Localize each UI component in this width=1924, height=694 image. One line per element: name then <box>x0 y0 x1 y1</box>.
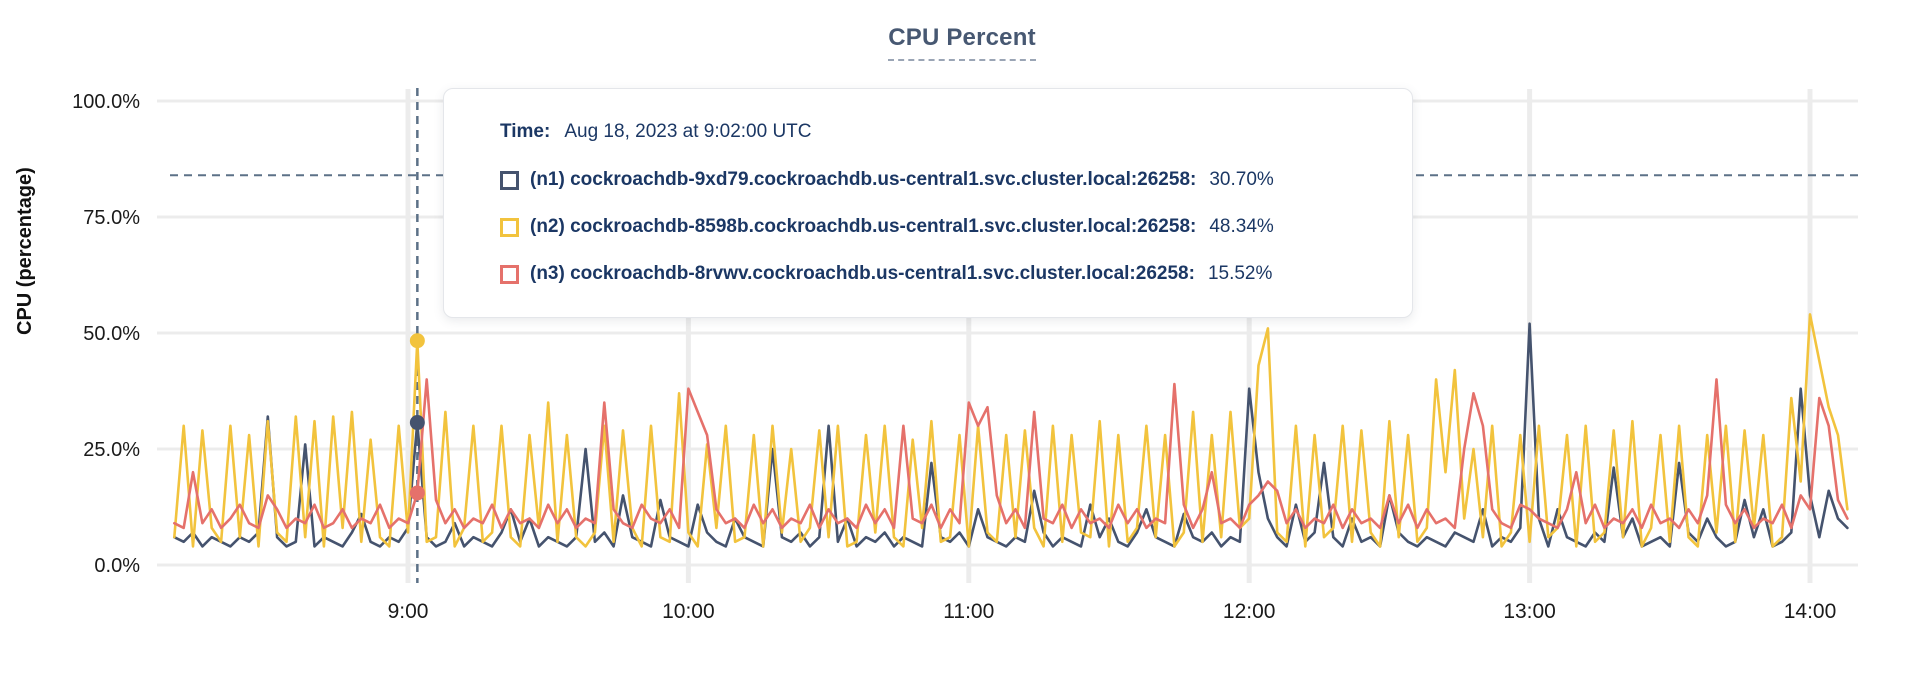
series-line-n2 <box>173 313 1849 548</box>
chart-title-wrap: CPU Percent <box>0 24 1924 61</box>
tooltip-series-rows: (n1) cockroachdb-9xd79.cockroachdb.us-ce… <box>500 169 1382 285</box>
tooltip-time-value: Aug 18, 2023 at 9:02:00 UTC <box>564 121 812 142</box>
series-label: (n3) cockroachdb-8rvwv.cockroachdb.us-ce… <box>530 263 1195 284</box>
series-label: (n1) cockroachdb-9xd79.cockroachdb.us-ce… <box>530 169 1197 190</box>
series-line-n3 <box>173 378 1849 530</box>
series-value: 15.52% <box>1207 263 1273 284</box>
tooltip-time-heading: Time: <box>500 121 551 142</box>
hover-marker-n1 <box>409 415 425 431</box>
x-tick-label: 14:00 <box>1784 600 1837 623</box>
y-tick-label: 100.0% <box>72 91 140 113</box>
chart-title[interactable]: CPU Percent <box>888 24 1036 61</box>
series-swatch-icon <box>500 217 519 237</box>
x-tick-label: 11:00 <box>943 600 994 623</box>
series-swatch-icon <box>500 264 519 284</box>
hover-tooltip: Time: Aug 18, 2023 at 9:02:00 UTC (n1) co… <box>443 88 1413 318</box>
x-tick-label: 9:00 <box>388 600 429 623</box>
tooltip-row-n3: (n3) cockroachdb-8rvwv.cockroachdb.us-ce… <box>500 263 1382 285</box>
tooltip-time-row: Time: Aug 18, 2023 at 9:02:00 UTC <box>500 121 1382 143</box>
x-tick-label: 10:00 <box>662 600 715 623</box>
y-tick-label: 75.0% <box>83 207 140 229</box>
x-tick-label: 13:00 <box>1503 600 1556 623</box>
x-tick-label: 12:00 <box>1223 600 1276 623</box>
y-tick-label: 0.0% <box>94 555 140 577</box>
tooltip-row-n1: (n1) cockroachdb-9xd79.cockroachdb.us-ce… <box>500 169 1382 191</box>
hover-marker-n2 <box>409 333 425 349</box>
series-swatch-icon <box>500 170 519 190</box>
y-axis-title: CPU (percentage) <box>14 167 36 335</box>
y-tick-label: 25.0% <box>83 439 140 461</box>
y-tick-label: 50.0% <box>83 323 140 345</box>
series-value: 48.34% <box>1209 216 1274 237</box>
hover-marker-n3 <box>409 485 425 501</box>
series-value: 30.70% <box>1209 169 1274 190</box>
series-label: (n2) cockroachdb-8598b.cockroachdb.us-ce… <box>530 216 1197 237</box>
tooltip-row-n2: (n2) cockroachdb-8598b.cockroachdb.us-ce… <box>500 216 1382 238</box>
